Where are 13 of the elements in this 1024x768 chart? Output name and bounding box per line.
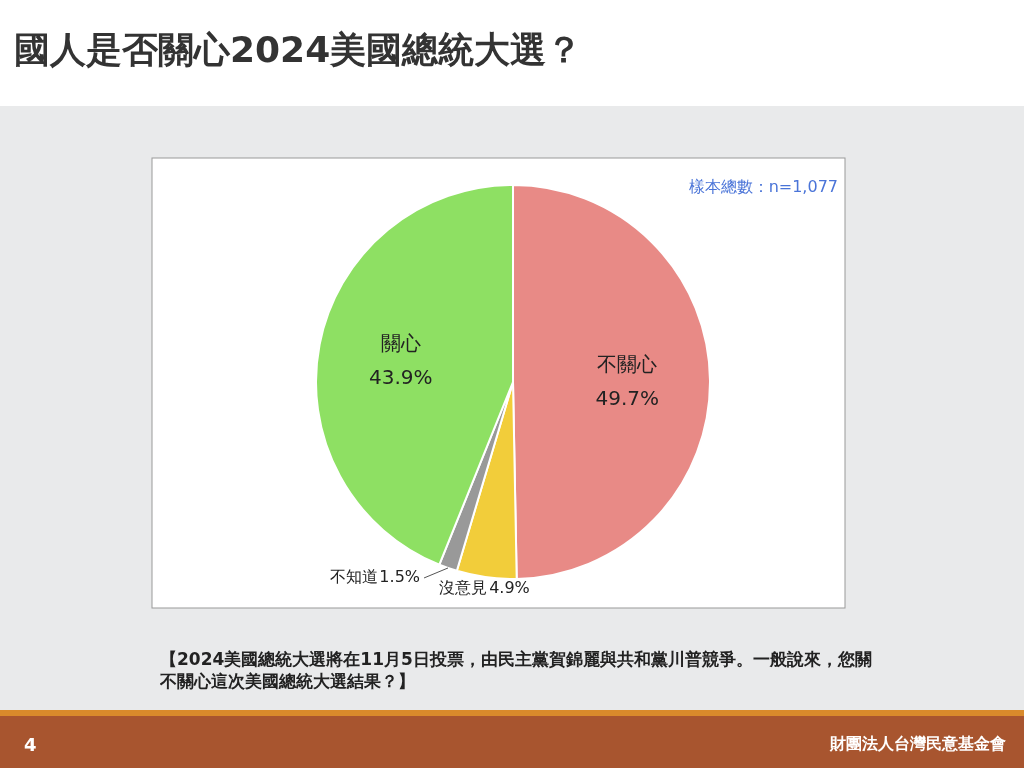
chart-title: 國人是否關心2024美國總統大選？: [14, 29, 583, 70]
text: 【2024美國總統大選將在11月5日投票，由民主黨賀錦麗與共和黨川普競爭。一般說來，您關不關心這次美國總統大選結果？】: [160, 648, 873, 692]
text: 財團法人台灣民意基金會: [829, 734, 1006, 753]
slice-label: 關心: [380, 331, 421, 356]
slice-label: 不知道: [330, 566, 379, 586]
slice-label: 不關心: [597, 351, 658, 376]
data-label: 49.7%: [595, 385, 660, 410]
text: 樣本總數：n=1,077: [688, 177, 838, 196]
data-label: 4.9%: [489, 577, 530, 597]
text: 4: [24, 734, 37, 755]
slice-label: 沒意見: [439, 577, 488, 597]
data-label: 1.5%: [379, 566, 421, 586]
data-label: 43.9%: [369, 365, 433, 390]
